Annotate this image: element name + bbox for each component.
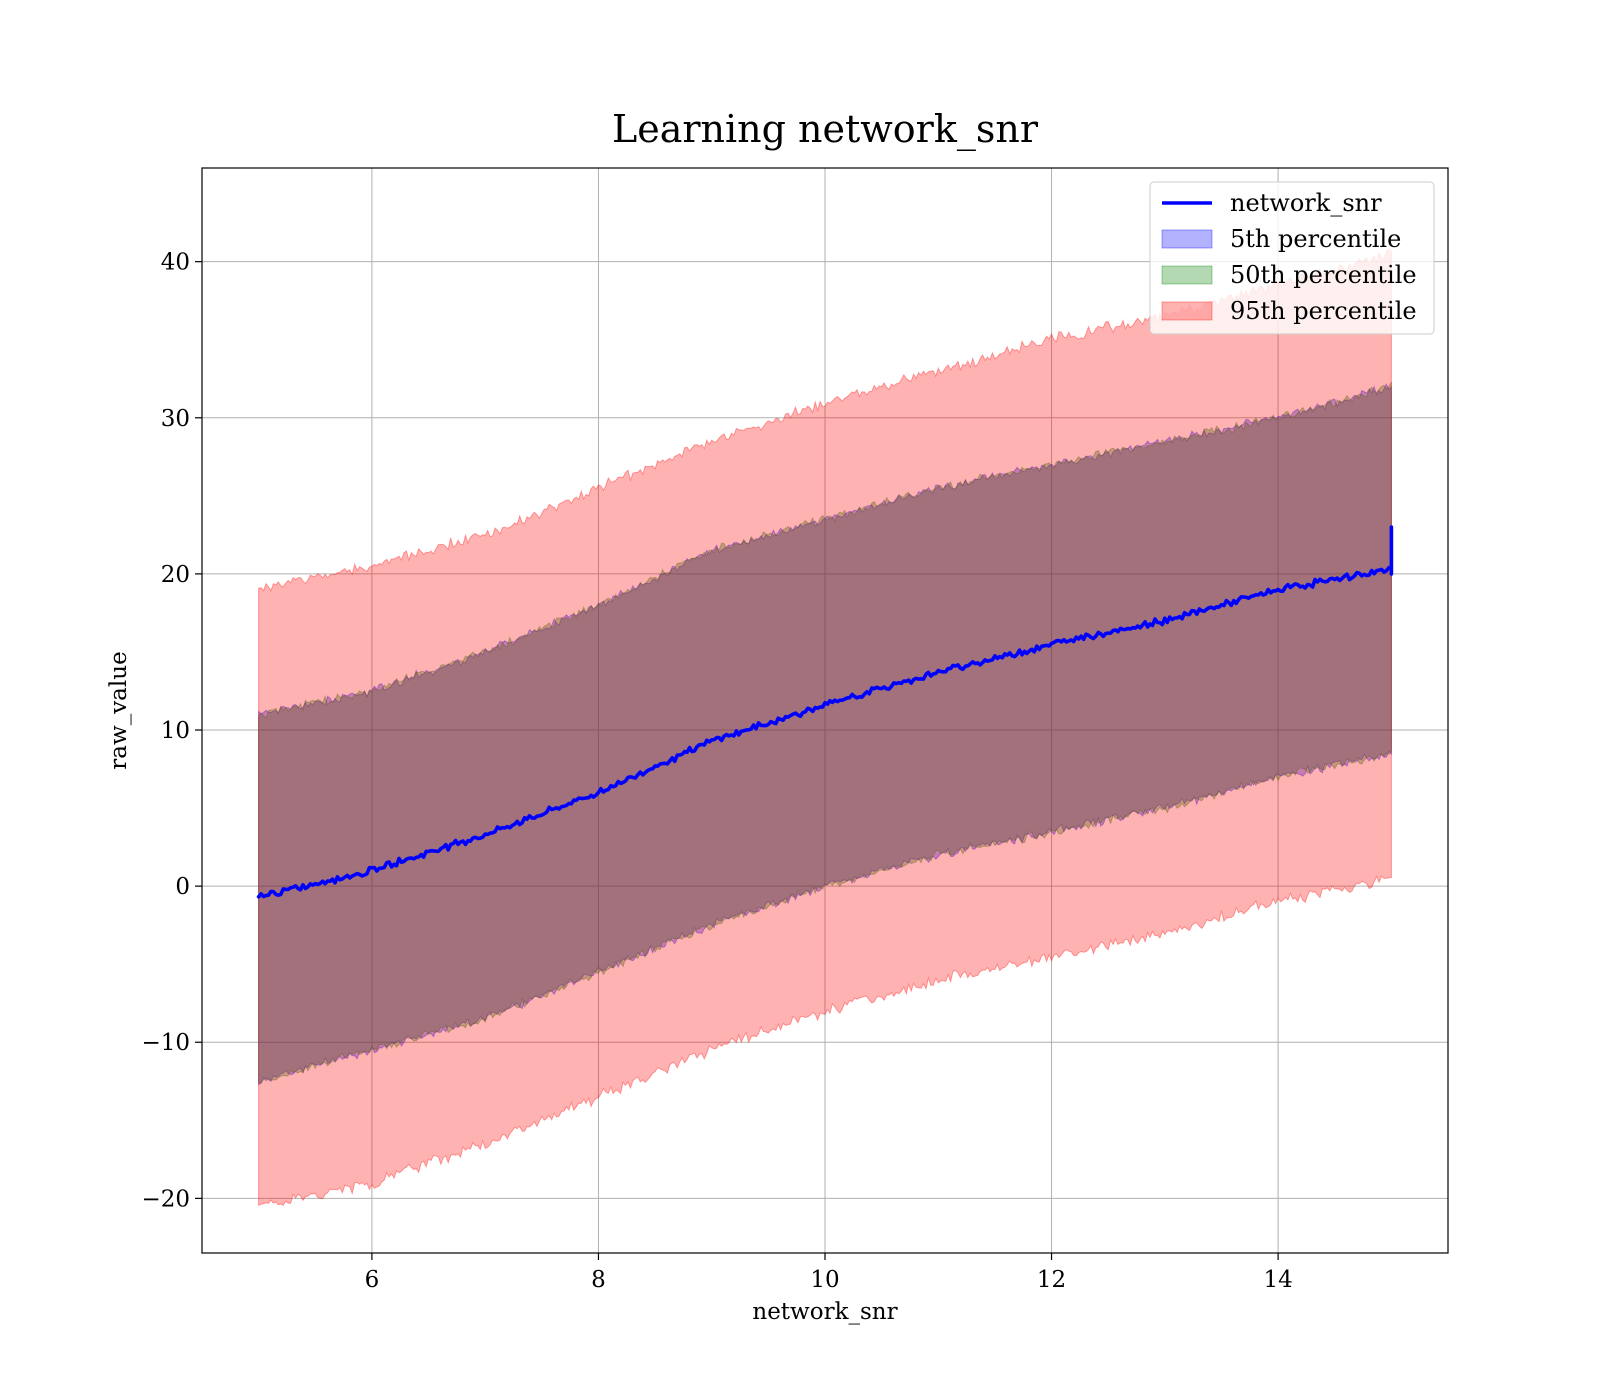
- lines: [256, 525, 1394, 899]
- legend-label: network_snr: [1230, 189, 1382, 217]
- y-tick-label: 10: [161, 718, 190, 744]
- x-tick-label: 14: [1263, 1267, 1292, 1293]
- x-axis-title: network_snr: [752, 1299, 897, 1325]
- y-tick-label: 40: [161, 250, 190, 276]
- legend-box: [1149, 181, 1435, 335]
- band-95th-percentile: [258, 248, 1392, 1207]
- y-tick-label: −20: [141, 1186, 190, 1212]
- legend-label: 50th percentile: [1230, 261, 1417, 289]
- y-tick-label: 30: [161, 406, 190, 432]
- legend-swatch-95th-percentile: [1161, 301, 1213, 321]
- y-tick-label: 20: [161, 562, 190, 588]
- ticks: 6 8 10 12 14 −20 −10 0 10 20 30 40: [141, 250, 1292, 1293]
- chart-title: Learning network_snr: [612, 107, 1039, 152]
- x-tick-label: 8: [591, 1267, 606, 1293]
- x-tick-label: 12: [1037, 1267, 1066, 1293]
- legend-swatch-5th-percentile: [1161, 229, 1213, 249]
- grid: [202, 168, 1448, 1253]
- band-50th-percentile: [258, 381, 1392, 1084]
- legend: network_snr 5th percentile 50th percentile…: [1149, 181, 1435, 335]
- legend-label: 95th percentile: [1230, 297, 1417, 325]
- band-5th-percentile: [258, 383, 1392, 1086]
- y-tick-label: −10: [141, 1030, 190, 1056]
- x-tick-label: 10: [810, 1267, 839, 1293]
- bands: [258, 248, 1392, 1207]
- x-tick-label: 6: [365, 1267, 380, 1293]
- legend-swatch-50th-percentile: [1161, 265, 1213, 285]
- series-line-network_snr: [256, 525, 1394, 899]
- y-axis-title: raw_value: [106, 651, 132, 769]
- y-tick-label: 0: [175, 874, 190, 900]
- legend-label: 5th percentile: [1230, 225, 1401, 253]
